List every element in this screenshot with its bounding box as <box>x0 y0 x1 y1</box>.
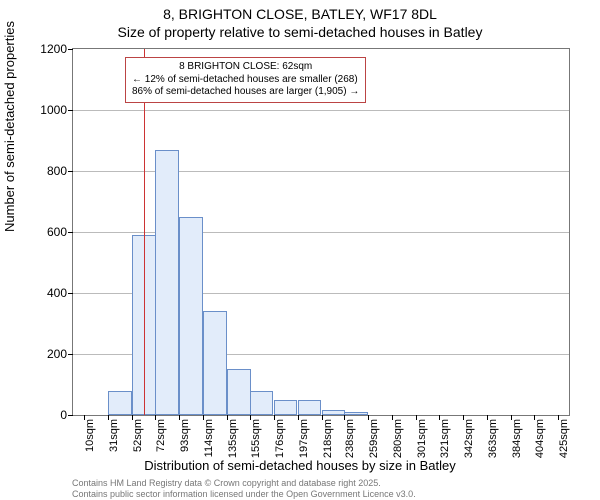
annotation-line: ← 12% of semi-detached houses are smalle… <box>132 74 359 87</box>
ytick-label: 1000 <box>40 103 67 117</box>
xtick-label: 280sqm <box>392 419 404 458</box>
xtick-label: 176sqm <box>274 419 286 458</box>
xtick-label: 384sqm <box>511 419 523 458</box>
xtick-label: 301sqm <box>416 419 428 458</box>
annotation-line: 86% of semi-detached houses are larger (… <box>132 86 359 99</box>
histogram-bar <box>108 391 132 415</box>
xtick-label: 114sqm <box>203 419 215 457</box>
xtick-label: 404sqm <box>534 419 546 458</box>
xtick-label: 425sqm <box>558 419 570 458</box>
ytick-mark <box>68 110 73 111</box>
x-axis-label: Distribution of semi-detached houses by … <box>0 458 600 473</box>
histogram-bar <box>227 369 251 415</box>
annotation-box: 8 BRIGHTON CLOSE: 62sqm← 12% of semi-det… <box>125 57 366 103</box>
plot-area: 02004006008001000120010sqm31sqm52sqm72sq… <box>72 48 570 416</box>
ytick-label: 200 <box>47 347 67 361</box>
xtick-label: 72sqm <box>155 419 167 452</box>
attribution-line-1: Contains HM Land Registry data © Crown c… <box>72 478 416 489</box>
xtick-label: 342sqm <box>463 419 475 458</box>
attribution-footer: Contains HM Land Registry data © Crown c… <box>72 478 416 500</box>
histogram-bar <box>203 311 227 415</box>
y-axis-label: Number of semi-detached properties <box>2 21 17 232</box>
xtick-label: 52sqm <box>132 419 144 452</box>
gridline <box>73 110 569 111</box>
xtick-label: 259sqm <box>368 419 380 458</box>
xtick-label: 135sqm <box>227 419 239 458</box>
xtick-label: 10sqm <box>84 419 96 452</box>
histogram-bar <box>298 400 322 415</box>
annotation-line: 8 BRIGHTON CLOSE: 62sqm <box>132 61 359 74</box>
ytick-mark <box>68 49 73 50</box>
ytick-label: 0 <box>60 408 67 422</box>
ytick-mark <box>68 293 73 294</box>
gridline <box>73 171 569 172</box>
xtick-label: 31sqm <box>108 419 120 452</box>
xtick-label: 93sqm <box>179 419 191 452</box>
histogram-bar <box>179 217 203 415</box>
histogram-bar <box>322 410 346 415</box>
xtick-label: 197sqm <box>298 419 310 458</box>
chart-title-2: Size of property relative to semi-detach… <box>0 24 600 40</box>
xtick-label: 363sqm <box>487 419 499 458</box>
histogram-bar <box>155 150 179 415</box>
attribution-line-2: Contains public sector information licen… <box>72 489 416 500</box>
xtick-label: 321sqm <box>439 419 451 458</box>
ytick-mark <box>68 415 73 416</box>
xtick-label: 218sqm <box>322 419 334 458</box>
xtick-label: 155sqm <box>250 419 262 458</box>
chart-title-1: 8, BRIGHTON CLOSE, BATLEY, WF17 8DL <box>0 6 600 22</box>
xtick-label: 238sqm <box>344 419 356 458</box>
ytick-mark <box>68 171 73 172</box>
ytick-mark <box>68 232 73 233</box>
histogram-bar <box>250 391 274 415</box>
ytick-label: 400 <box>47 286 67 300</box>
ytick-label: 600 <box>47 225 67 239</box>
histogram-bar <box>274 400 298 415</box>
ytick-label: 800 <box>47 164 67 178</box>
chart-container: 8, BRIGHTON CLOSE, BATLEY, WF17 8DL Size… <box>0 0 600 500</box>
gridline <box>73 232 569 233</box>
histogram-bar <box>344 412 368 415</box>
reference-line <box>144 49 145 415</box>
ytick-label: 1200 <box>40 42 67 56</box>
ytick-mark <box>68 354 73 355</box>
